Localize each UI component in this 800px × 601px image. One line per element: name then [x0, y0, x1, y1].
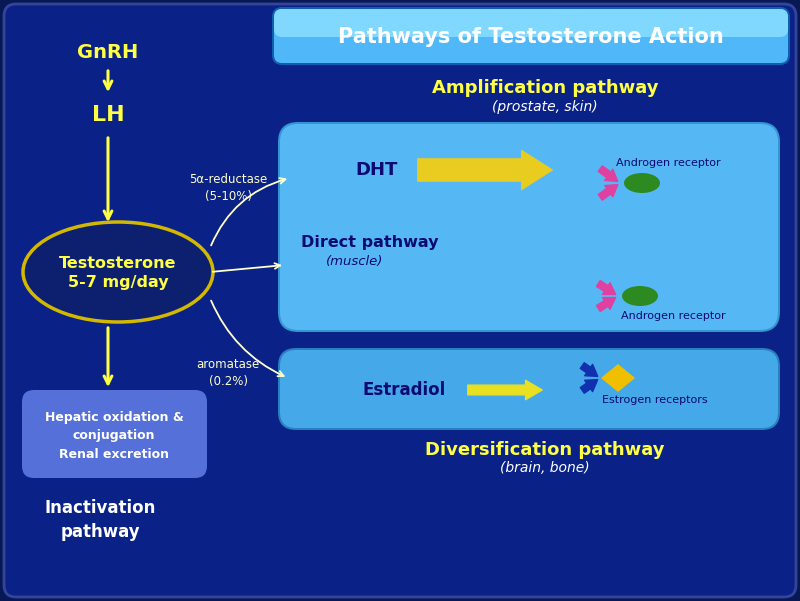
Text: Direct pathway: Direct pathway	[302, 234, 438, 249]
Text: Diversification pathway: Diversification pathway	[426, 441, 665, 459]
Text: Hepatic oxidation &
conjugation
Renal excretion: Hepatic oxidation & conjugation Renal ex…	[45, 412, 183, 460]
Text: LH: LH	[92, 105, 124, 125]
Ellipse shape	[622, 286, 658, 306]
FancyBboxPatch shape	[22, 390, 207, 478]
FancyArrowPatch shape	[580, 363, 598, 376]
Text: 5-7 mg/day: 5-7 mg/day	[68, 275, 168, 290]
FancyBboxPatch shape	[274, 9, 788, 63]
Text: DHT: DHT	[355, 161, 398, 179]
Text: (muscle): (muscle)	[326, 255, 384, 269]
FancyBboxPatch shape	[278, 122, 780, 332]
Text: (prostate, skin): (prostate, skin)	[492, 100, 598, 114]
FancyArrowPatch shape	[580, 380, 598, 393]
FancyArrowPatch shape	[468, 380, 542, 400]
FancyArrowPatch shape	[597, 281, 616, 294]
FancyArrowPatch shape	[597, 297, 616, 311]
FancyBboxPatch shape	[280, 350, 778, 428]
FancyBboxPatch shape	[274, 9, 788, 37]
Polygon shape	[602, 365, 634, 391]
Text: Androgen receptor: Androgen receptor	[621, 311, 726, 321]
Text: (brain, bone): (brain, bone)	[500, 461, 590, 475]
Text: Androgen receptor: Androgen receptor	[616, 158, 720, 168]
Ellipse shape	[624, 173, 660, 193]
Text: Pathways of Testosterone Action: Pathways of Testosterone Action	[338, 27, 724, 47]
FancyBboxPatch shape	[272, 7, 790, 65]
FancyArrowPatch shape	[418, 151, 552, 189]
Text: Amplification pathway: Amplification pathway	[432, 79, 658, 97]
Text: GnRH: GnRH	[78, 43, 138, 61]
Text: Estradiol: Estradiol	[363, 381, 446, 399]
FancyBboxPatch shape	[278, 348, 780, 430]
FancyArrowPatch shape	[598, 185, 618, 200]
Text: 5α-reductase
(5-10%): 5α-reductase (5-10%)	[189, 173, 267, 203]
FancyArrowPatch shape	[598, 166, 618, 182]
Text: Estrogen receptors: Estrogen receptors	[602, 395, 708, 405]
FancyBboxPatch shape	[280, 124, 778, 330]
FancyBboxPatch shape	[4, 4, 796, 597]
Ellipse shape	[23, 222, 213, 322]
Text: aromatase
(0.2%): aromatase (0.2%)	[196, 358, 260, 388]
Text: Inactivation
pathway: Inactivation pathway	[44, 499, 156, 541]
Text: Testosterone: Testosterone	[59, 257, 177, 272]
